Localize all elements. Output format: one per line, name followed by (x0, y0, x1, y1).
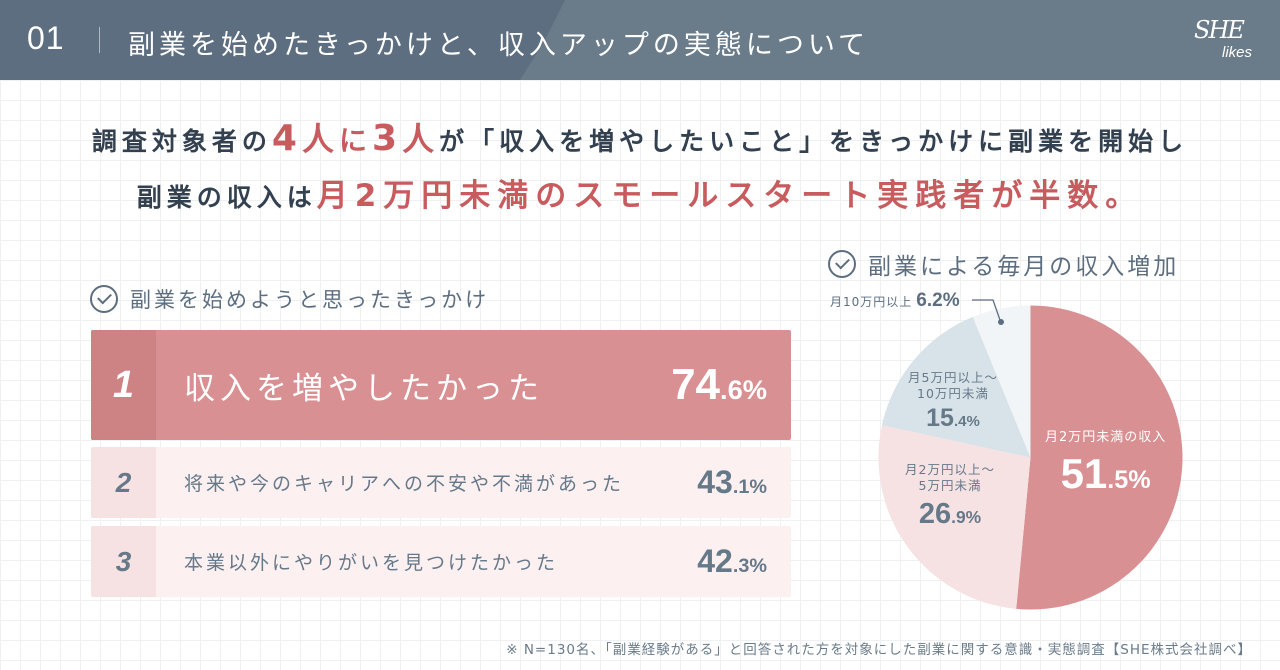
rank-value: 42.3% (697, 543, 791, 580)
pie-label-title: 月5万円以上～ (908, 370, 998, 385)
headline-highlight-number: 3 (372, 118, 403, 159)
headline-highlight-number: 4 (271, 118, 302, 159)
pie-label-10man-over: 月10万円以上 6.2% (830, 290, 960, 312)
headline-text: 調査対象者の (91, 127, 272, 156)
pie-slice (1016, 305, 1183, 610)
pie-label-title: 月10万円以上 (830, 295, 913, 309)
rank-number: 1 (91, 330, 156, 440)
rank-number: 3 (91, 526, 156, 597)
pie-label-title: 月2万円未満の収入 (1045, 430, 1167, 445)
headline-text: 副業の収入は (136, 183, 317, 212)
rank-value-dec: .3% (732, 555, 767, 577)
ranking-row: 1 収入を増やしたかった 74.6% (91, 330, 791, 440)
pie-value-int: 51 (1060, 450, 1108, 498)
pie-label-value: 6.2% (916, 290, 960, 311)
pie-value-dec: .4% (953, 413, 980, 431)
footnote: ※ N=130名、「副業経験がある」と回答された方を対象にした副業に関する意識・… (506, 642, 1252, 658)
rank-value: 74.6% (671, 360, 791, 410)
pie-slice (878, 425, 1031, 609)
page-title: 副業を始めたきっかけと、収入アップの実態について (128, 30, 870, 61)
she-likes-logo: SHE likes (1192, 16, 1262, 68)
logo-sub: likes (1222, 44, 1253, 61)
pie-label-title: 10万円未満 (917, 385, 989, 401)
check-circle-icon (90, 285, 118, 313)
section-title-text: 副業による毎月の収入増加 (868, 254, 1180, 280)
pie-label-2-5man: 月2万円以上～ 5万円未満 26.9% (905, 462, 995, 533)
rank-value-int: 74 (671, 360, 721, 409)
section-number: 01 (27, 20, 65, 56)
pie-slice (972, 305, 1031, 458)
pie-label-value: 26.9% (905, 496, 995, 532)
check-circle-icon (828, 250, 856, 278)
rank-label: 収入を増やしたかった (184, 370, 544, 407)
pie-value-int: 15 (926, 404, 954, 433)
pie-value-dec: .9% (951, 507, 982, 528)
pie-label-value: 15.4% (908, 403, 998, 434)
headline-highlight-text: に (338, 124, 372, 157)
ranking-row: 2 将来や今のキャリアへの不安や不満があった 43.1% (91, 447, 791, 518)
header-dark-panel (0, 0, 565, 80)
pie-value-dec: .5% (1107, 466, 1151, 495)
rank-label: 本業以外にやりがいを見つけたかった (184, 552, 559, 574)
right-section-title: 副業による毎月の収入増加 (828, 247, 1179, 281)
rank-label: 将来や今のキャリアへの不安や不満があった (184, 473, 625, 495)
pie-label-title: 5万円未満 (918, 477, 982, 493)
logo-main: SHE (1194, 16, 1245, 44)
income-pie-chart (878, 305, 1183, 610)
header-divider (99, 27, 100, 53)
rank-value-int: 42 (697, 543, 733, 579)
rank-value-dec: .1% (732, 476, 767, 498)
section-title-text: 副業を始めようと思ったきっかけ (130, 288, 490, 312)
headline-line-2: 副業の収入は月2万円未満のスモールスタート実践者が半数。 (0, 170, 1280, 215)
rank-value-dec: .6% (720, 374, 767, 405)
pie-label-title: 月2万円以上～ (905, 462, 995, 477)
pie-label-5-10man: 月5万円以上～ 10万円未満 15.4% (908, 370, 998, 435)
headline-highlight-text: 月2万円未満のスモールスタート実践者が半数。 (316, 178, 1144, 214)
rank-value: 43.1% (697, 464, 791, 501)
rank-number: 2 (91, 447, 156, 518)
pie-svg (878, 305, 1183, 610)
pie-label-under-2man: 月2万円未満の収入 51.5% (1045, 430, 1166, 501)
headline-text: が「収入を増やしたいこと」をきっかけに副業を開始し (439, 127, 1189, 156)
pie-label-value: 51.5% (1045, 448, 1166, 501)
headline-highlight-unit: 人 (301, 120, 339, 158)
left-section-title: 副業を始めようと思ったきっかけ (90, 284, 489, 314)
ranking-row: 3 本業以外にやりがいを見つけたかった 42.3% (91, 526, 791, 597)
pie-value-int: 26 (918, 498, 952, 531)
rank-value-int: 43 (697, 464, 733, 500)
pie-slice (881, 316, 1031, 458)
headline-highlight-unit: 人 (402, 120, 440, 158)
header-bar: 01 副業を始めたきっかけと、収入アップの実態について SHE likes (0, 0, 1280, 80)
headline-line-1: 調査対象者の4人に3人が「収入を増やしたいこと」をきっかけに副業を開始し (0, 114, 1280, 160)
